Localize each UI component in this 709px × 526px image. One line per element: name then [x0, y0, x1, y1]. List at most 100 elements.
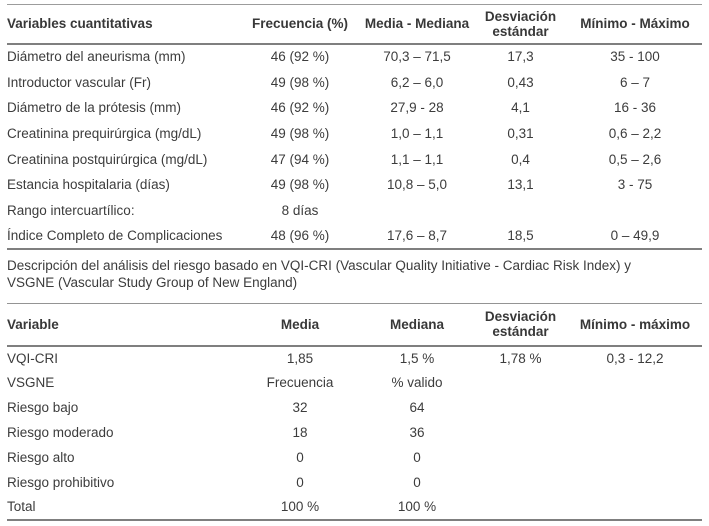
row-label: Diámetro de la prótesis (mm)	[7, 100, 182, 116]
row-label: Total	[7, 499, 36, 515]
table-row: Introductor vascular (Fr) 49 (98 %) 6,2 …	[7, 69, 702, 95]
table1-header-row: Variables cuantitativas Frecuencia (%) M…	[7, 4, 702, 45]
row-label: Diámetro del aneurisma (mm)	[7, 49, 186, 65]
cell-mediana: 100 %	[397, 499, 437, 515]
row-label: Índice Completo de Complicaciones	[7, 228, 223, 244]
table2-header-mediana: Mediana	[361, 303, 473, 347]
cell-media: 18	[292, 425, 308, 441]
cell-frecuencia: 49 (98 %)	[270, 74, 330, 90]
table1-header-frecuencia: Frecuencia (%)	[239, 4, 361, 45]
table1-header-minimo-maximo: Mínimo - Máximo	[568, 4, 702, 45]
cell-minimo-maximo	[568, 470, 702, 495]
cell-media: 0	[296, 450, 304, 465]
cell-mediana: 36	[409, 425, 425, 441]
cell-minimo-maximo: 35 - 100	[610, 49, 660, 65]
table2-caption: Descripción del análisis del riesgo basa…	[7, 258, 702, 291]
cell-desviacion	[473, 370, 568, 395]
table-row: Creatinina prequirúrgica (mg/dL) 49 (98 …	[7, 121, 702, 147]
table2-header-media: Media	[239, 303, 361, 347]
cell-minimo-maximo	[568, 395, 702, 420]
table2-header-variable: Variable	[7, 303, 239, 347]
table2-header-minimo-maximo: Mínimo - máximo	[568, 303, 702, 347]
row-label: Rango intercuartílico:	[7, 202, 135, 218]
table-row: Riesgo alto 0 0	[7, 445, 702, 470]
cell-frecuencia: 46 (92 %)	[270, 100, 330, 116]
cell-desviacion	[473, 395, 568, 420]
cell-media-mediana: 27,9 - 28	[390, 100, 444, 116]
cell-desviacion	[473, 495, 568, 520]
cell-desviacion: 0,4	[511, 151, 530, 167]
cell-desviacion: 18,5	[507, 228, 534, 244]
cell-desviacion: 17,3	[507, 49, 534, 65]
cell-frecuencia: 49 (98 %)	[270, 125, 330, 141]
cell-frecuencia: 8 días	[281, 202, 319, 218]
table-row: Diámetro del aneurisma (mm) 46 (92 %) 70…	[7, 44, 702, 70]
cell-desviacion	[473, 445, 568, 470]
cell-minimo-maximo: 0,3 - 12,2	[606, 350, 664, 366]
row-label: Riesgo moderado	[7, 425, 114, 441]
cell-media: 0	[296, 474, 304, 490]
cell-media-mediana: 17,6 – 8,7	[386, 228, 448, 244]
row-label: VQI-CRI	[7, 350, 59, 366]
cell-desviacion	[473, 470, 568, 495]
table2-header-row: Variable Media Mediana Desviación estánd…	[7, 303, 702, 347]
caption-line-2: VSGNE (Vascular Study Group of New Engla…	[7, 274, 298, 290]
risk-analysis-table: Variable Media Mediana Desviación estánd…	[7, 303, 702, 521]
cell-desviacion	[473, 420, 568, 445]
table-row: Riesgo prohibitivo 0 0	[7, 470, 702, 495]
cell-frecuencia: 47 (94 %)	[270, 151, 330, 167]
caption-line-1: Descripción del análisis del riesgo basa…	[7, 258, 632, 273]
cell-minimo-maximo	[568, 445, 702, 470]
table1-header-media-mediana: Media - Mediana	[361, 4, 473, 45]
row-label: Creatinina prequirúrgica (mg/dL)	[7, 125, 202, 141]
table-row: Rango intercuartílico: 8 días	[7, 198, 702, 224]
row-label: Riesgo prohibitivo	[7, 474, 115, 490]
cell-minimo-maximo: 3 - 75	[617, 177, 653, 193]
table-row: Riesgo bajo 32 64	[7, 395, 702, 420]
cell-frecuencia: 49 (98 %)	[270, 177, 330, 193]
cell-minimo-maximo: 0 – 49,9	[610, 228, 660, 244]
cell-frecuencia: 46 (92 %)	[270, 49, 330, 65]
cell-media-mediana: 1,0 – 1,1	[390, 125, 444, 141]
cell-desviacion: 0,43	[507, 74, 534, 90]
table-row: Creatinina postquirúrgica (mg/dL) 47 (94…	[7, 146, 702, 172]
cell-desviacion: 0,31	[507, 125, 534, 141]
cell-mediana: 0	[413, 474, 421, 490]
cell-mediana: 1,5 %	[399, 350, 435, 366]
cell-mediana: % valido	[391, 375, 443, 391]
table-row: Riesgo moderado 18 36	[7, 420, 702, 445]
cell-desviacion	[473, 198, 568, 224]
cell-desviacion: 13,1	[507, 177, 534, 193]
cell-mediana: 0	[413, 450, 421, 465]
cell-minimo-maximo: 0,5 – 2,6	[608, 151, 662, 167]
cell-frecuencia: 48 (96 %)	[270, 228, 330, 244]
table-row: VSGNE Frecuencia % valido	[7, 370, 702, 395]
row-label: Introductor vascular (Fr)	[7, 74, 152, 90]
cell-minimo-maximo: 16 - 36	[613, 100, 657, 116]
row-label: Riesgo alto	[7, 450, 75, 465]
row-label: Creatinina postquirúrgica (mg/dL)	[7, 151, 208, 167]
table2-header-desviacion-estandar: Desviación estándar	[473, 303, 568, 347]
cell-media-mediana: 10,8 – 5,0	[386, 177, 448, 193]
cell-minimo-maximo	[568, 495, 702, 520]
table-row: Estancia hospitalaria (días) 49 (98 %) 1…	[7, 172, 702, 198]
cell-minimo-maximo	[568, 370, 702, 395]
table1-header-variables-cuantitativas: Variables cuantitativas	[7, 4, 239, 45]
cell-media-mediana	[361, 198, 473, 224]
table-row: VQI-CRI 1,85 1,5 % 1,78 % 0,3 - 12,2	[7, 346, 702, 371]
row-label: VSGNE	[7, 375, 55, 391]
quantitative-variables-table: Variables cuantitativas Frecuencia (%) M…	[7, 4, 702, 250]
cell-media-mediana: 1,1 – 1,1	[390, 151, 444, 167]
cell-media: 32	[292, 400, 308, 416]
table-row: Índice Completo de Complicaciones 48 (96…	[7, 223, 702, 249]
cell-minimo-maximo	[568, 198, 702, 224]
cell-media-mediana: 70,3 – 71,5	[383, 49, 451, 65]
table1-header-desviacion-estandar: Desviación estándar	[473, 4, 568, 45]
row-label: Riesgo bajo	[7, 400, 79, 416]
row-label: Estancia hospitalaria (días)	[7, 177, 170, 193]
cell-minimo-maximo	[568, 420, 702, 445]
cell-media: 100 %	[280, 499, 320, 515]
cell-mediana: 64	[409, 400, 425, 416]
cell-desviacion: 1,78 %	[499, 350, 542, 366]
